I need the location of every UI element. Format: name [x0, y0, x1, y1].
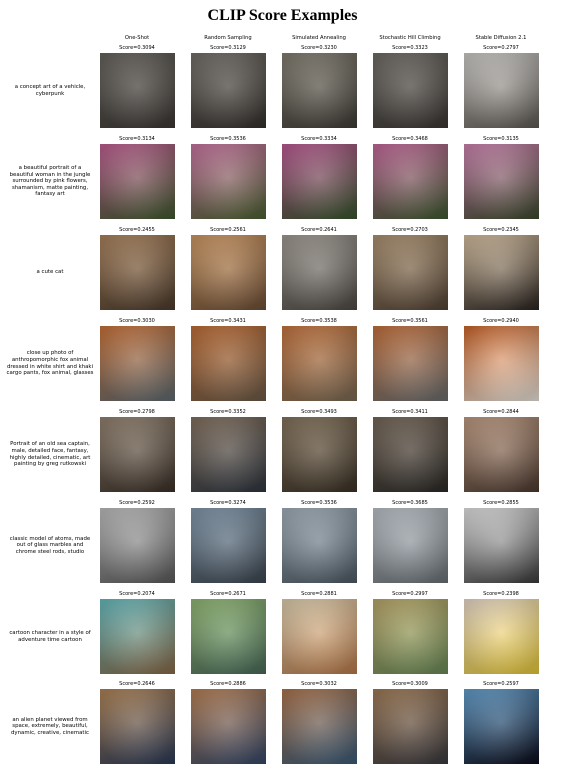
row-prompt: classic model of atoms, made out of glas…	[9, 535, 91, 555]
generated-image	[191, 417, 266, 492]
generated-image	[282, 417, 357, 492]
clip-score-label: Score=0.2997	[392, 591, 428, 597]
generated-image	[282, 326, 357, 401]
clip-score-label: Score=0.2646	[119, 681, 155, 687]
generated-image	[191, 326, 266, 401]
generated-image	[282, 508, 357, 583]
clip-score-label: Score=0.2592	[119, 500, 155, 506]
row-prompt: close up photo of anthropomorphic fox an…	[6, 350, 94, 377]
generated-image	[100, 508, 175, 583]
generated-image	[100, 53, 175, 128]
generated-image	[282, 689, 357, 764]
clip-score-label: Score=0.2844	[483, 409, 519, 415]
clip-score-label: Score=0.3030	[119, 318, 155, 324]
clip-score-label: Score=0.2345	[483, 227, 519, 233]
generated-image	[373, 689, 448, 764]
generated-image	[373, 599, 448, 674]
clip-score-label: Score=0.3538	[301, 318, 337, 324]
column-header: Stable Diffusion 2.1	[475, 35, 527, 41]
row-prompt: a concept art of a vehicle, cyberpunk	[14, 83, 86, 97]
clip-score-label: Score=0.3493	[301, 409, 337, 415]
generated-image	[282, 53, 357, 128]
clip-score-label: Score=0.3536	[210, 136, 246, 142]
clip-score-label: Score=0.3135	[483, 136, 519, 142]
clip-score-label: Score=0.3094	[119, 45, 155, 51]
clip-score-label: Score=0.3032	[301, 681, 337, 687]
clip-score-label: Score=0.3129	[210, 45, 246, 51]
generated-image	[191, 508, 266, 583]
generated-image	[464, 689, 539, 764]
generated-image	[100, 326, 175, 401]
generated-image	[282, 599, 357, 674]
clip-score-label: Score=0.3685	[392, 500, 428, 506]
row-prompt: an alien planet viewed from space, extre…	[10, 716, 90, 736]
column-header: Random Sampling	[204, 35, 252, 41]
clip-score-label: Score=0.2797	[483, 45, 519, 51]
generated-image	[100, 599, 175, 674]
generated-image	[464, 599, 539, 674]
clip-score-label: Score=0.2074	[119, 591, 155, 597]
generated-image	[464, 326, 539, 401]
clip-score-label: Score=0.3274	[210, 500, 246, 506]
row-prompt: Portrait of an old sea captain, male, de…	[9, 441, 91, 468]
clip-score-label: Score=0.2561	[210, 227, 246, 233]
clip-score-label: Score=0.2671	[210, 591, 246, 597]
clip-score-label: Score=0.2597	[483, 681, 519, 687]
row-prompt: a beautiful portrait of a beautiful woma…	[9, 165, 91, 198]
generated-image	[373, 235, 448, 310]
generated-image	[373, 417, 448, 492]
clip-score-label: Score=0.3411	[392, 409, 428, 415]
clip-score-label: Score=0.3536	[301, 500, 337, 506]
clip-score-label: Score=0.2798	[119, 409, 155, 415]
clip-score-label: Score=0.3561	[392, 318, 428, 324]
generated-image	[191, 599, 266, 674]
clip-score-label: Score=0.3334	[301, 136, 337, 142]
generated-image	[191, 689, 266, 764]
column-header: Stochastic Hill Climbing	[379, 35, 441, 41]
generated-image	[191, 235, 266, 310]
generated-image	[100, 144, 175, 219]
generated-image	[373, 326, 448, 401]
generated-image	[282, 144, 357, 219]
clip-score-label: Score=0.3468	[392, 136, 428, 142]
clip-score-label: Score=0.3431	[210, 318, 246, 324]
generated-image	[464, 235, 539, 310]
generated-image	[464, 508, 539, 583]
column-header: Simulated Annealing	[292, 35, 346, 41]
clip-score-label: Score=0.2641	[301, 227, 337, 233]
generated-image	[464, 144, 539, 219]
clip-score-label: Score=0.2703	[392, 227, 428, 233]
generated-image	[373, 53, 448, 128]
generated-image	[373, 144, 448, 219]
figure-title: CLIP Score Examples	[207, 7, 358, 24]
clip-score-label: Score=0.3009	[392, 681, 428, 687]
clip-score-label: Score=0.3230	[301, 45, 337, 51]
generated-image	[191, 53, 266, 128]
row-prompt: a cute cat	[36, 269, 64, 276]
clip-score-label: Score=0.3323	[392, 45, 428, 51]
clip-score-label: Score=0.2886	[210, 681, 246, 687]
generated-image	[100, 689, 175, 764]
generated-image	[100, 417, 175, 492]
generated-image	[282, 235, 357, 310]
generated-image	[191, 144, 266, 219]
generated-image	[464, 53, 539, 128]
clip-score-label: Score=0.3134	[119, 136, 155, 142]
clip-score-label: Score=0.2881	[301, 591, 337, 597]
generated-image	[373, 508, 448, 583]
clip-score-label: Score=0.2455	[119, 227, 155, 233]
generated-image	[100, 235, 175, 310]
generated-image	[464, 417, 539, 492]
clip-score-label: Score=0.2940	[483, 318, 519, 324]
clip-score-label: Score=0.2855	[483, 500, 519, 506]
clip-score-label: Score=0.3352	[210, 409, 246, 415]
row-prompt: cartoon character in a style of adventur…	[9, 629, 91, 643]
column-header: One-Shot	[124, 35, 150, 41]
clip-score-label: Score=0.2398	[483, 591, 519, 597]
